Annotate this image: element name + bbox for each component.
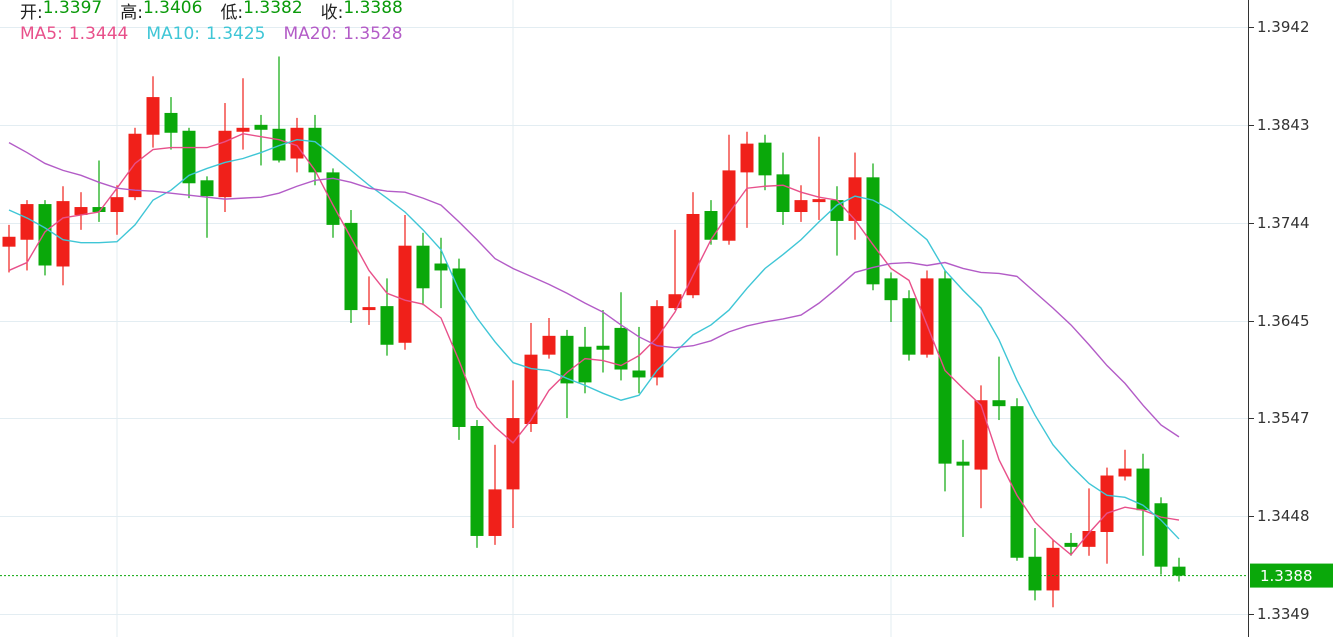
- candle-body: [1154, 503, 1168, 567]
- candle-body: [20, 204, 34, 240]
- candle-body: [830, 200, 844, 221]
- candle-body: [398, 245, 412, 343]
- candle-body: [1082, 530, 1096, 547]
- candle-body: [848, 177, 862, 221]
- candle-body: [290, 127, 304, 159]
- candle-body: [128, 133, 142, 198]
- candle-body: [416, 245, 430, 289]
- candle-body: [362, 307, 376, 311]
- candle-body: [884, 278, 898, 301]
- label: 开:: [20, 3, 43, 23]
- candle-body: [524, 354, 538, 425]
- candle-body: [1172, 566, 1186, 576]
- label: MA5:: [20, 24, 63, 44]
- last-price-tag: [1250, 563, 1333, 588]
- candle-body: [1118, 468, 1132, 477]
- y-tick-label: 1.3744: [1257, 214, 1310, 232]
- candle-body: [542, 335, 556, 355]
- label: MA20:: [283, 24, 338, 44]
- candle-body: [956, 461, 970, 466]
- candle-body: [758, 142, 772, 176]
- candle-body: [92, 207, 106, 213]
- candle-body: [488, 489, 502, 536]
- y-tick-label: 1.3547: [1257, 409, 1310, 427]
- candle-body: [920, 278, 934, 355]
- candle-body: [1064, 542, 1078, 547]
- candle-body: [146, 97, 160, 135]
- ma-legend: MA5: 1.3444 MA10: 1.3425 MA20: 1.3528: [20, 24, 421, 44]
- value: 1.3397: [42, 0, 103, 18]
- candle-body: [344, 222, 358, 311]
- candle-body: [992, 400, 1006, 407]
- candle-body: [110, 197, 124, 213]
- candle-body: [614, 327, 628, 370]
- y-tick-label: 1.3942: [1257, 18, 1310, 36]
- value: 1.3444: [68, 24, 129, 44]
- label: 收:: [320, 3, 344, 23]
- candle-body: [668, 294, 682, 309]
- candle-body: [200, 180, 214, 197]
- candle-body: [722, 170, 736, 241]
- candle-body: [794, 200, 808, 213]
- candle-body: [326, 172, 340, 225]
- candle-body: [164, 112, 178, 133]
- ma-line: [8, 133, 1180, 556]
- y-tick-label: 1.3448: [1257, 507, 1310, 525]
- candle-body: [2, 236, 16, 247]
- candle-body: [902, 298, 916, 355]
- label: MA10:: [146, 24, 200, 44]
- candle-body: [578, 346, 592, 383]
- candle-body: [506, 418, 520, 490]
- candle-body: [470, 425, 484, 536]
- candle-body: [650, 306, 664, 378]
- ma-line: [8, 138, 1180, 540]
- candle-body: [218, 130, 232, 198]
- candle-body: [380, 306, 394, 345]
- y-tick-label: 1.3349: [1257, 605, 1310, 623]
- value: 1.3528: [343, 24, 403, 44]
- candle-body: [1100, 475, 1114, 532]
- candle-body: [452, 268, 466, 427]
- candle-body: [1010, 406, 1024, 558]
- candle-body: [308, 127, 322, 173]
- candle-body: [776, 174, 790, 213]
- candle-body: [236, 127, 250, 132]
- ohlc-header: 开: 1.3397 高: 1.3406 低: 1.3382 收: 1.3388: [20, 0, 421, 23]
- candle-body: [38, 204, 52, 266]
- candle-body: [1046, 547, 1060, 591]
- candle-body: [272, 128, 286, 161]
- candle-body: [704, 211, 718, 240]
- ma-line: [8, 142, 1180, 438]
- candle-body: [560, 335, 574, 384]
- candle-body: [254, 124, 268, 130]
- last-price-label: 1.3388: [1260, 567, 1313, 585]
- y-tick-label: 1.3843: [1257, 116, 1310, 134]
- candle-body: [740, 143, 754, 173]
- candle-body: [596, 345, 610, 350]
- value: 1.3425: [205, 24, 266, 44]
- candle-body: [434, 263, 448, 271]
- y-tick-label: 1.3645: [1257, 312, 1310, 330]
- label: 低:: [220, 3, 244, 23]
- value: 1.3406: [142, 0, 203, 18]
- candle-body: [74, 207, 88, 215]
- candle-body: [1028, 556, 1042, 591]
- candle-body: [866, 177, 880, 285]
- value: 1.3382: [243, 0, 303, 18]
- candle-body: [632, 370, 646, 378]
- candle-body: [56, 201, 70, 267]
- candle-body: [1136, 468, 1150, 511]
- candle-body: [974, 400, 988, 470]
- value: 1.3388: [343, 0, 403, 18]
- candle-body: [686, 213, 700, 296]
- candle-body: [182, 130, 196, 184]
- label: 高:: [120, 3, 143, 23]
- candle-body: [812, 199, 826, 203]
